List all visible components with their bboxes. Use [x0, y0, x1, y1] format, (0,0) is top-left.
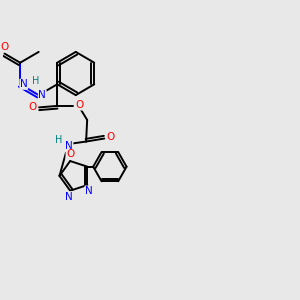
Text: N: N: [38, 90, 46, 100]
Text: N: N: [85, 186, 93, 196]
Text: N: N: [20, 79, 28, 89]
Text: O: O: [107, 132, 115, 142]
Text: O: O: [75, 100, 83, 110]
Text: N: N: [65, 142, 73, 152]
Text: N: N: [65, 192, 73, 202]
Text: H: H: [55, 136, 62, 146]
Text: O: O: [28, 102, 37, 112]
Text: O: O: [66, 149, 74, 159]
Text: H: H: [32, 76, 39, 86]
Text: O: O: [0, 42, 9, 52]
